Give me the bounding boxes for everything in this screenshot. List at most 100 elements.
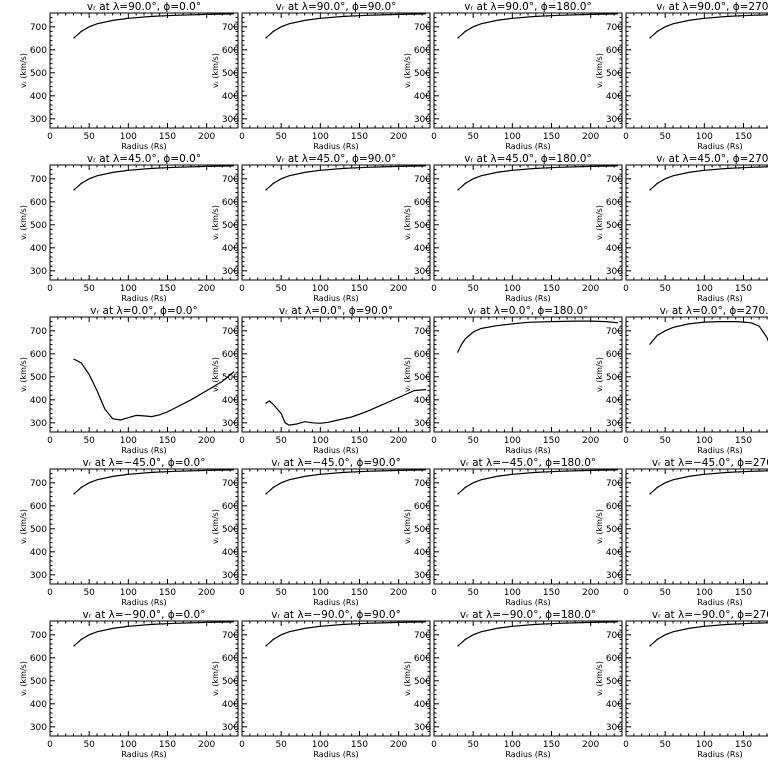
chart-panel: 0 50 100 150 200 300 400 500 600 700 Radius (Rs) vᵣ…: [19, 609, 239, 759]
plot-frame: [241, 468, 431, 585]
x-tick-label: 100: [504, 284, 521, 294]
chart-panel: 0 50 100 150 200 300 400 500 600 700 Radius (Rs) vᵣ…: [211, 609, 431, 759]
y-tick-label: 700: [606, 327, 623, 337]
x-axis-label: Radius (Rs): [697, 750, 742, 759]
x-tick-label: 100: [120, 284, 137, 294]
x-tick-label: 50: [275, 436, 287, 446]
y-tick-label: 300: [222, 267, 239, 277]
y-tick-label: 300: [30, 723, 47, 733]
y-tick-label: 600: [30, 350, 47, 360]
y-tick-label: 300: [414, 115, 431, 125]
x-tick-label: 150: [543, 132, 560, 142]
x-axis-label: Radius (Rs): [505, 142, 550, 151]
y-tick-label: 600: [414, 198, 431, 208]
plot-frame: [433, 164, 623, 281]
y-tick-label: 500: [414, 69, 431, 79]
y-tick-label: 400: [414, 548, 431, 558]
x-tick-label: 0: [47, 132, 53, 142]
chart-panel: 0 50 100 150 200 300 400 500 600 700 Radius (Rs) vᵣ…: [403, 457, 623, 607]
y-tick-label: 300: [222, 571, 239, 581]
x-tick-label: 200: [198, 588, 215, 598]
y-tick-label: 500: [222, 69, 239, 79]
panel-title: vᵣ at λ=45.0°, ϕ=90.0°: [276, 153, 397, 165]
x-tick-label: 200: [582, 436, 599, 446]
y-tick-label: 400: [414, 700, 431, 710]
chart-panel: 0 50 100 150 200 300 400 500 600 700 Radius (Rs) vᵣ…: [211, 153, 431, 303]
y-tick-label: 300: [222, 723, 239, 733]
x-axis-label: Radius (Rs): [121, 598, 166, 607]
x-tick-label: 0: [623, 436, 629, 446]
y-tick-label: 600: [30, 198, 47, 208]
x-tick-label: 0: [431, 284, 437, 294]
panel-title: vᵣ at λ=−90.0°, ϕ=90.0°: [271, 609, 401, 621]
plot-frame: [433, 316, 623, 433]
y-tick-label: 600: [30, 46, 47, 56]
x-tick-label: 50: [83, 132, 95, 142]
series-line: [265, 621, 427, 647]
plot-frame: [625, 316, 768, 433]
x-tick-label: 100: [696, 436, 713, 446]
series-line: [265, 388, 427, 426]
plot-frame: [433, 12, 623, 129]
plot-frame: [49, 620, 239, 737]
y-tick-label: 400: [30, 244, 47, 254]
chart-panel: 0 50 100 150 200 300 400 500 600 700 Radius (Rs) vᵣ…: [211, 457, 431, 607]
y-tick-label: 500: [222, 221, 239, 231]
y-axis-label: vᵣ (km/s): [211, 661, 220, 696]
panel-title: vᵣ at λ=45.0°, ϕ=180.0°: [464, 153, 592, 165]
y-tick-label: 400: [606, 548, 623, 558]
plot-frame: [241, 12, 431, 129]
y-tick-label: 500: [222, 525, 239, 535]
y-tick-label: 600: [606, 46, 623, 56]
chart-panel: 0 50 100 150 200 300 400 500 600 700 Radius (Rs) vᵣ…: [403, 153, 623, 303]
x-tick-label: 200: [198, 436, 215, 446]
y-tick-label: 700: [414, 631, 431, 641]
y-tick-label: 400: [606, 92, 623, 102]
y-tick-label: 300: [606, 571, 623, 581]
panel-title: vᵣ at λ=−90.0°, ϕ=0.0°: [83, 609, 206, 621]
y-tick-label: 700: [414, 23, 431, 33]
x-tick-label: 0: [239, 740, 245, 750]
panel-title: vᵣ at λ=90.0°, ϕ=180.0°: [464, 1, 592, 13]
y-axis-label: vᵣ (km/s): [211, 205, 220, 240]
x-axis-label: Radius (Rs): [505, 750, 550, 759]
y-tick-label: 700: [222, 327, 239, 337]
chart-panel: 0 50 100 150 200 300 400 500 600 700 Radius (Rs) vᵣ…: [403, 609, 623, 759]
series-line: [649, 622, 768, 647]
y-axis-label: vᵣ (km/s): [19, 205, 28, 240]
y-tick-label: 500: [222, 373, 239, 383]
series-line: [649, 166, 768, 191]
y-tick-label: 600: [30, 654, 47, 664]
x-tick-label: 200: [582, 588, 599, 598]
y-tick-label: 400: [30, 92, 47, 102]
panel-title: vᵣ at λ=90.0°, ϕ=0.0°: [87, 1, 201, 13]
x-tick-label: 50: [275, 588, 287, 598]
y-tick-label: 300: [606, 115, 623, 125]
x-tick-label: 150: [735, 588, 752, 598]
plot-frame: [241, 620, 431, 737]
series-line: [457, 469, 619, 495]
series-line: [73, 13, 235, 39]
x-axis-label: Radius (Rs): [697, 142, 742, 151]
y-tick-label: 500: [414, 221, 431, 231]
x-tick-label: 50: [83, 436, 95, 446]
panel-title: vᵣ at λ=45.0°, ϕ=270.0°: [656, 153, 768, 165]
plot-frame: [625, 468, 768, 585]
series-line: [265, 13, 427, 39]
chart-panel: 0 50 100 150 200 300 400 500 600 700 Radius (Rs) vᵣ…: [403, 305, 623, 455]
x-tick-label: 100: [312, 740, 329, 750]
x-tick-label: 150: [351, 436, 368, 446]
series-line: [457, 621, 619, 647]
x-axis-label: Radius (Rs): [313, 294, 358, 303]
y-tick-label: 300: [606, 723, 623, 733]
x-tick-label: 100: [312, 132, 329, 142]
y-tick-label: 700: [606, 479, 623, 489]
y-tick-label: 600: [30, 502, 47, 512]
x-tick-label: 150: [735, 740, 752, 750]
plot-frame: [49, 12, 239, 129]
series-line: [73, 165, 235, 191]
series-line: [457, 165, 619, 191]
y-tick-label: 400: [222, 244, 239, 254]
chart-panel: 0 50 100 150 200 300 400 500 600 700 Radius (Rs) vᵣ…: [19, 457, 239, 607]
